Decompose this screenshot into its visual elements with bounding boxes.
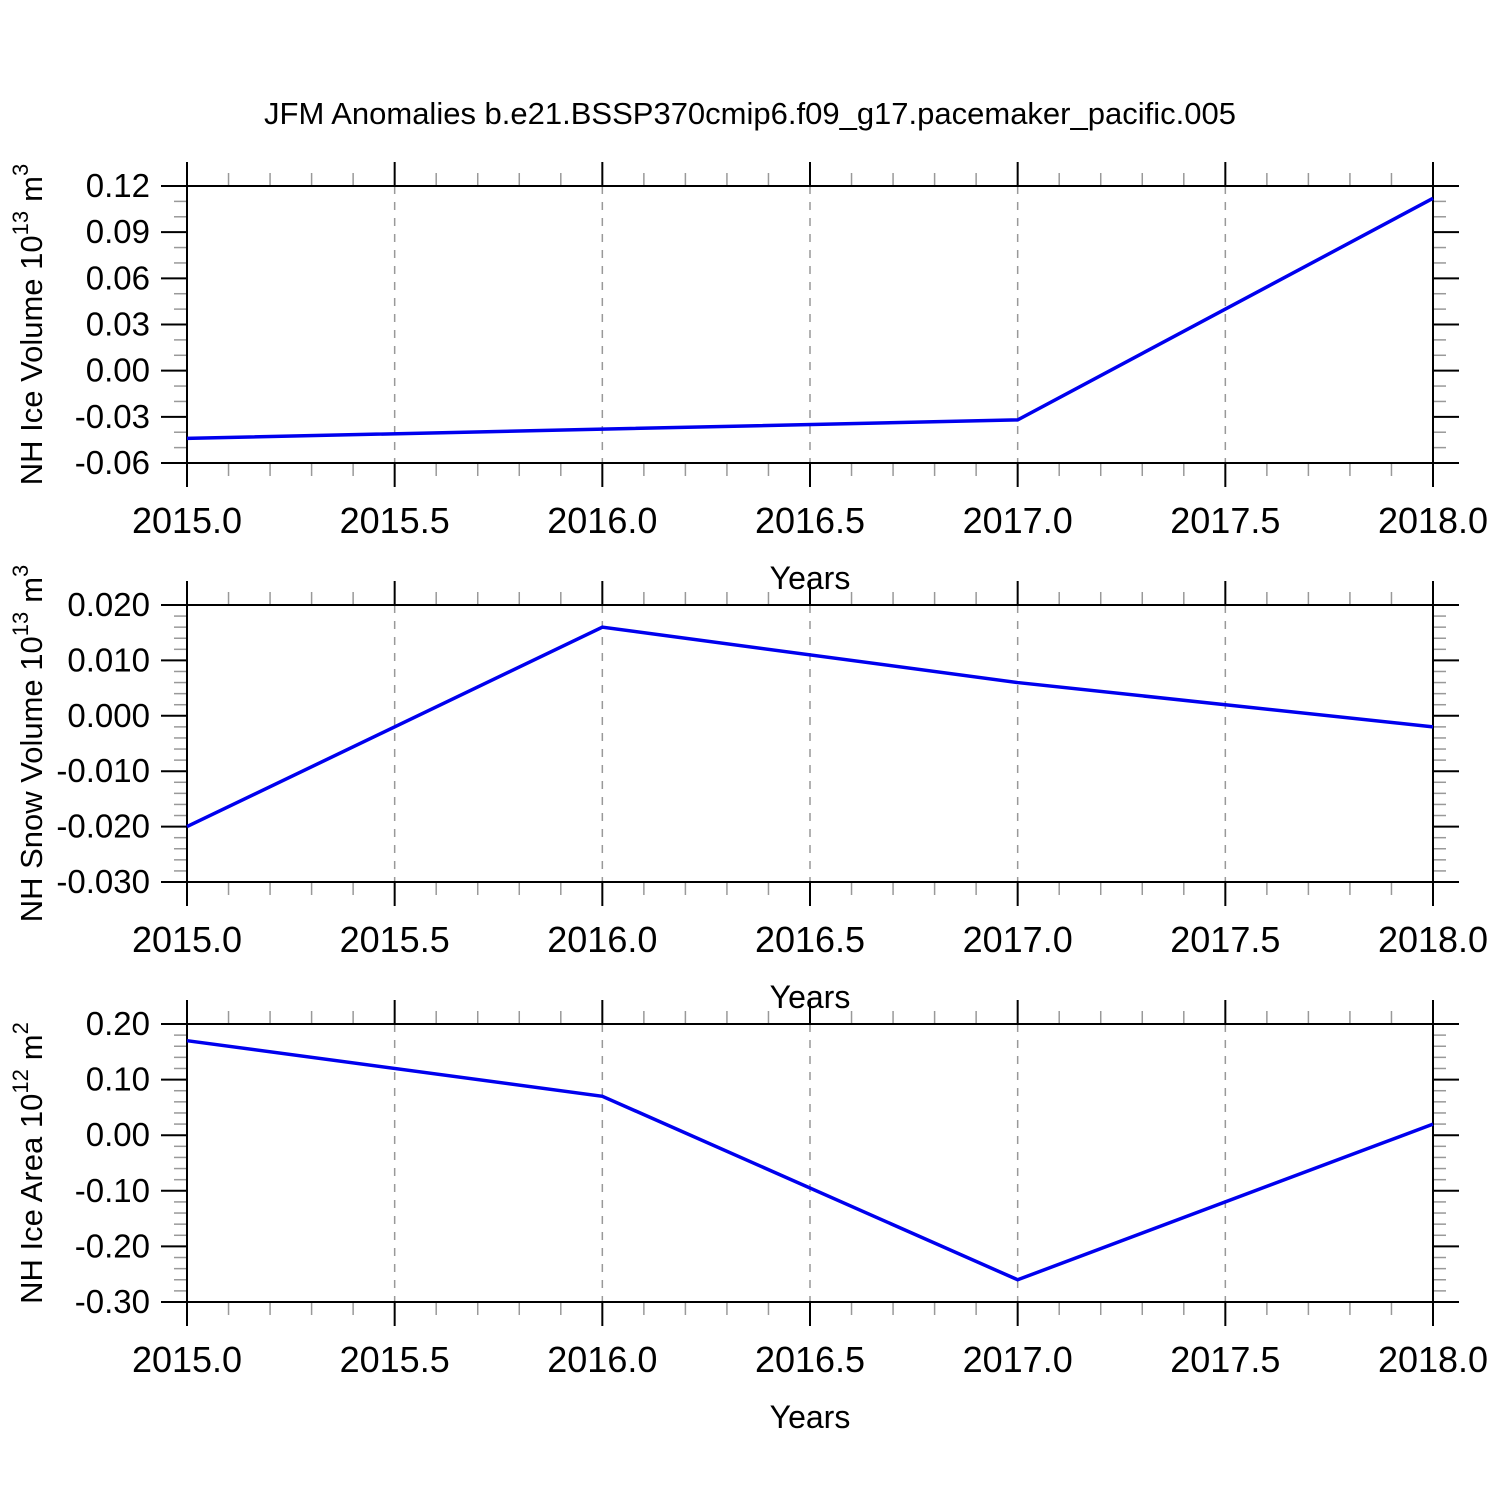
x-tick-label: 2016.5 bbox=[755, 500, 865, 541]
y-tick-label: 0.020 bbox=[67, 586, 150, 623]
x-tick-label: 2017.0 bbox=[963, 1339, 1073, 1380]
y-axis-title-unit-exponent: 3 bbox=[8, 164, 33, 176]
y-tick-label: 0.010 bbox=[67, 641, 150, 678]
y-tick-label: -0.03 bbox=[75, 398, 150, 435]
y-axis-title-base: NH Ice Volume 10 bbox=[14, 235, 49, 485]
y-axis-title-unit: m bbox=[14, 176, 49, 202]
y-tick-label: 0.20 bbox=[86, 1005, 150, 1042]
y-tick-label: -0.10 bbox=[75, 1172, 150, 1209]
x-tick-label: 2017.0 bbox=[963, 500, 1073, 541]
x-tick-label: 2016.5 bbox=[755, 1339, 865, 1380]
y-axis-title-exponent: 12 bbox=[8, 1069, 33, 1093]
x-tick-label: 2018.0 bbox=[1378, 1339, 1488, 1380]
y-axis-title-unit: m bbox=[14, 1034, 49, 1060]
x-tick-label: 2016.5 bbox=[755, 919, 865, 960]
data-line bbox=[186, 196, 1434, 441]
x-tick-label: 2015.0 bbox=[132, 1339, 242, 1380]
y-axis-title-unit-exponent: 3 bbox=[8, 565, 33, 577]
chart-nh-ice-volume: 0.12 0.09 0.06 0.03 0.00 -0.03 -0.06 2015.0 2015… bbox=[8, 162, 1488, 596]
x-tick-label: 2015.5 bbox=[340, 500, 450, 541]
x-tick-label: 2016.0 bbox=[547, 1339, 657, 1380]
data-line bbox=[186, 625, 1434, 829]
y-axis-title: NH Ice Volume 1013 m3 bbox=[8, 164, 49, 485]
y-axis-title: NH Snow Volume 1013 m3 bbox=[8, 565, 49, 923]
y-tick-label: -0.010 bbox=[56, 752, 150, 789]
y-tick-label: -0.06 bbox=[75, 444, 150, 481]
x-tick-label: 2017.5 bbox=[1170, 919, 1280, 960]
x-tick-label: 2015.5 bbox=[340, 1339, 450, 1380]
y-tick-label: -0.20 bbox=[75, 1227, 150, 1264]
x-tick-label: 2018.0 bbox=[1378, 500, 1488, 541]
y-tick-label: 0.00 bbox=[86, 1116, 150, 1153]
chart-nh-snow-volume: 0.020 0.010 0.000 -0.010 -0.020 -0.030 2015.0 2… bbox=[8, 565, 1488, 1015]
y-tick-label: -0.020 bbox=[56, 808, 150, 845]
y-tick-label: -0.30 bbox=[75, 1283, 150, 1320]
plot-frame bbox=[186, 604, 1434, 883]
x-tick-label: 2016.0 bbox=[547, 919, 657, 960]
y-axis-title: NH Ice Area 1012 m2 bbox=[8, 1022, 49, 1304]
y-axis-title-exponent: 13 bbox=[8, 612, 33, 636]
y-tick-label: -0.030 bbox=[56, 863, 150, 900]
x-tick-label: 2015.0 bbox=[132, 919, 242, 960]
plot-frame bbox=[186, 185, 1434, 464]
y-axis-title-unit: m bbox=[14, 577, 49, 603]
y-tick-label: 0.09 bbox=[86, 213, 150, 250]
y-tick-label: 0.06 bbox=[86, 259, 150, 296]
y-axis-title-base: NH Ice Area 10 bbox=[14, 1094, 49, 1304]
figure-title: JFM Anomalies b.e21.BSSP370cmip6.f09_g17… bbox=[264, 96, 1236, 131]
x-tick-label: 2017.0 bbox=[963, 919, 1073, 960]
y-tick-label: 0.12 bbox=[86, 167, 150, 204]
x-tick-label: 2017.5 bbox=[1170, 500, 1280, 541]
y-axis-title-base: NH Snow Volume 10 bbox=[14, 636, 49, 922]
x-tick-label: 2015.0 bbox=[132, 500, 242, 541]
chart-nh-ice-area: 0.20 0.10 0.00 -0.10 -0.20 -0.30 2015.0 2015.5 2… bbox=[8, 1000, 1488, 1435]
y-axis-title-unit-exponent: 2 bbox=[8, 1022, 33, 1034]
data-line bbox=[186, 1038, 1434, 1282]
x-tick-label: 2015.5 bbox=[340, 919, 450, 960]
y-axis-title-exponent: 13 bbox=[8, 211, 33, 235]
y-tick-label: 0.03 bbox=[86, 306, 150, 343]
x-axis-title: Years bbox=[770, 1399, 851, 1435]
x-tick-label: 2018.0 bbox=[1378, 919, 1488, 960]
y-tick-label: 0.10 bbox=[86, 1061, 150, 1098]
y-tick-label: 0.000 bbox=[67, 697, 150, 734]
y-tick-label: 0.00 bbox=[86, 352, 150, 389]
plot-frame bbox=[186, 1023, 1434, 1303]
x-tick-label: 2017.5 bbox=[1170, 1339, 1280, 1380]
x-tick-label: 2016.0 bbox=[547, 500, 657, 541]
